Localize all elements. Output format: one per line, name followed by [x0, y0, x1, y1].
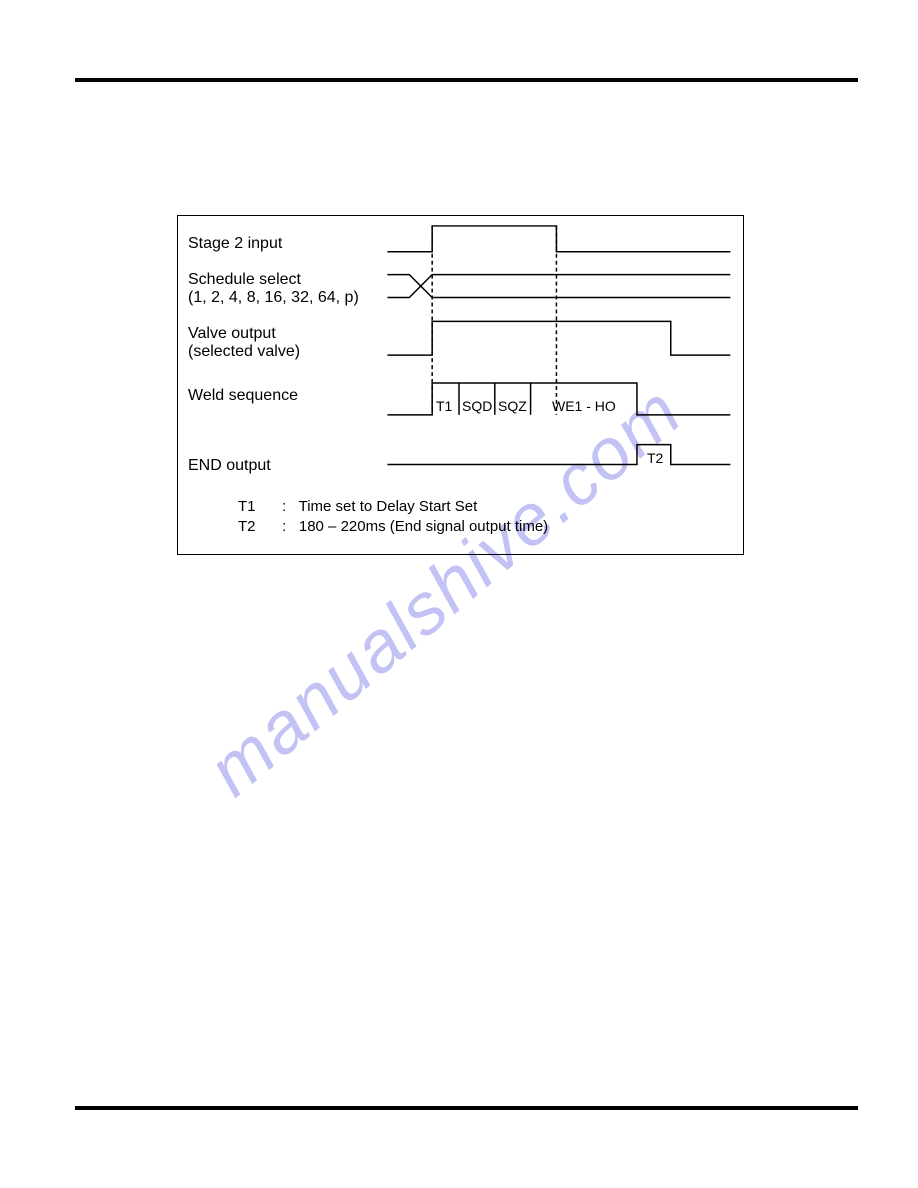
top-rule: [75, 78, 858, 82]
bottom-rule: [75, 1106, 858, 1110]
timing-diagram: Stage 2 input Schedule select (1, 2, 4, …: [177, 215, 744, 555]
timing-svg: [178, 216, 743, 554]
page-container: manualshive.com Stage 2 input Schedule s…: [0, 0, 918, 1188]
